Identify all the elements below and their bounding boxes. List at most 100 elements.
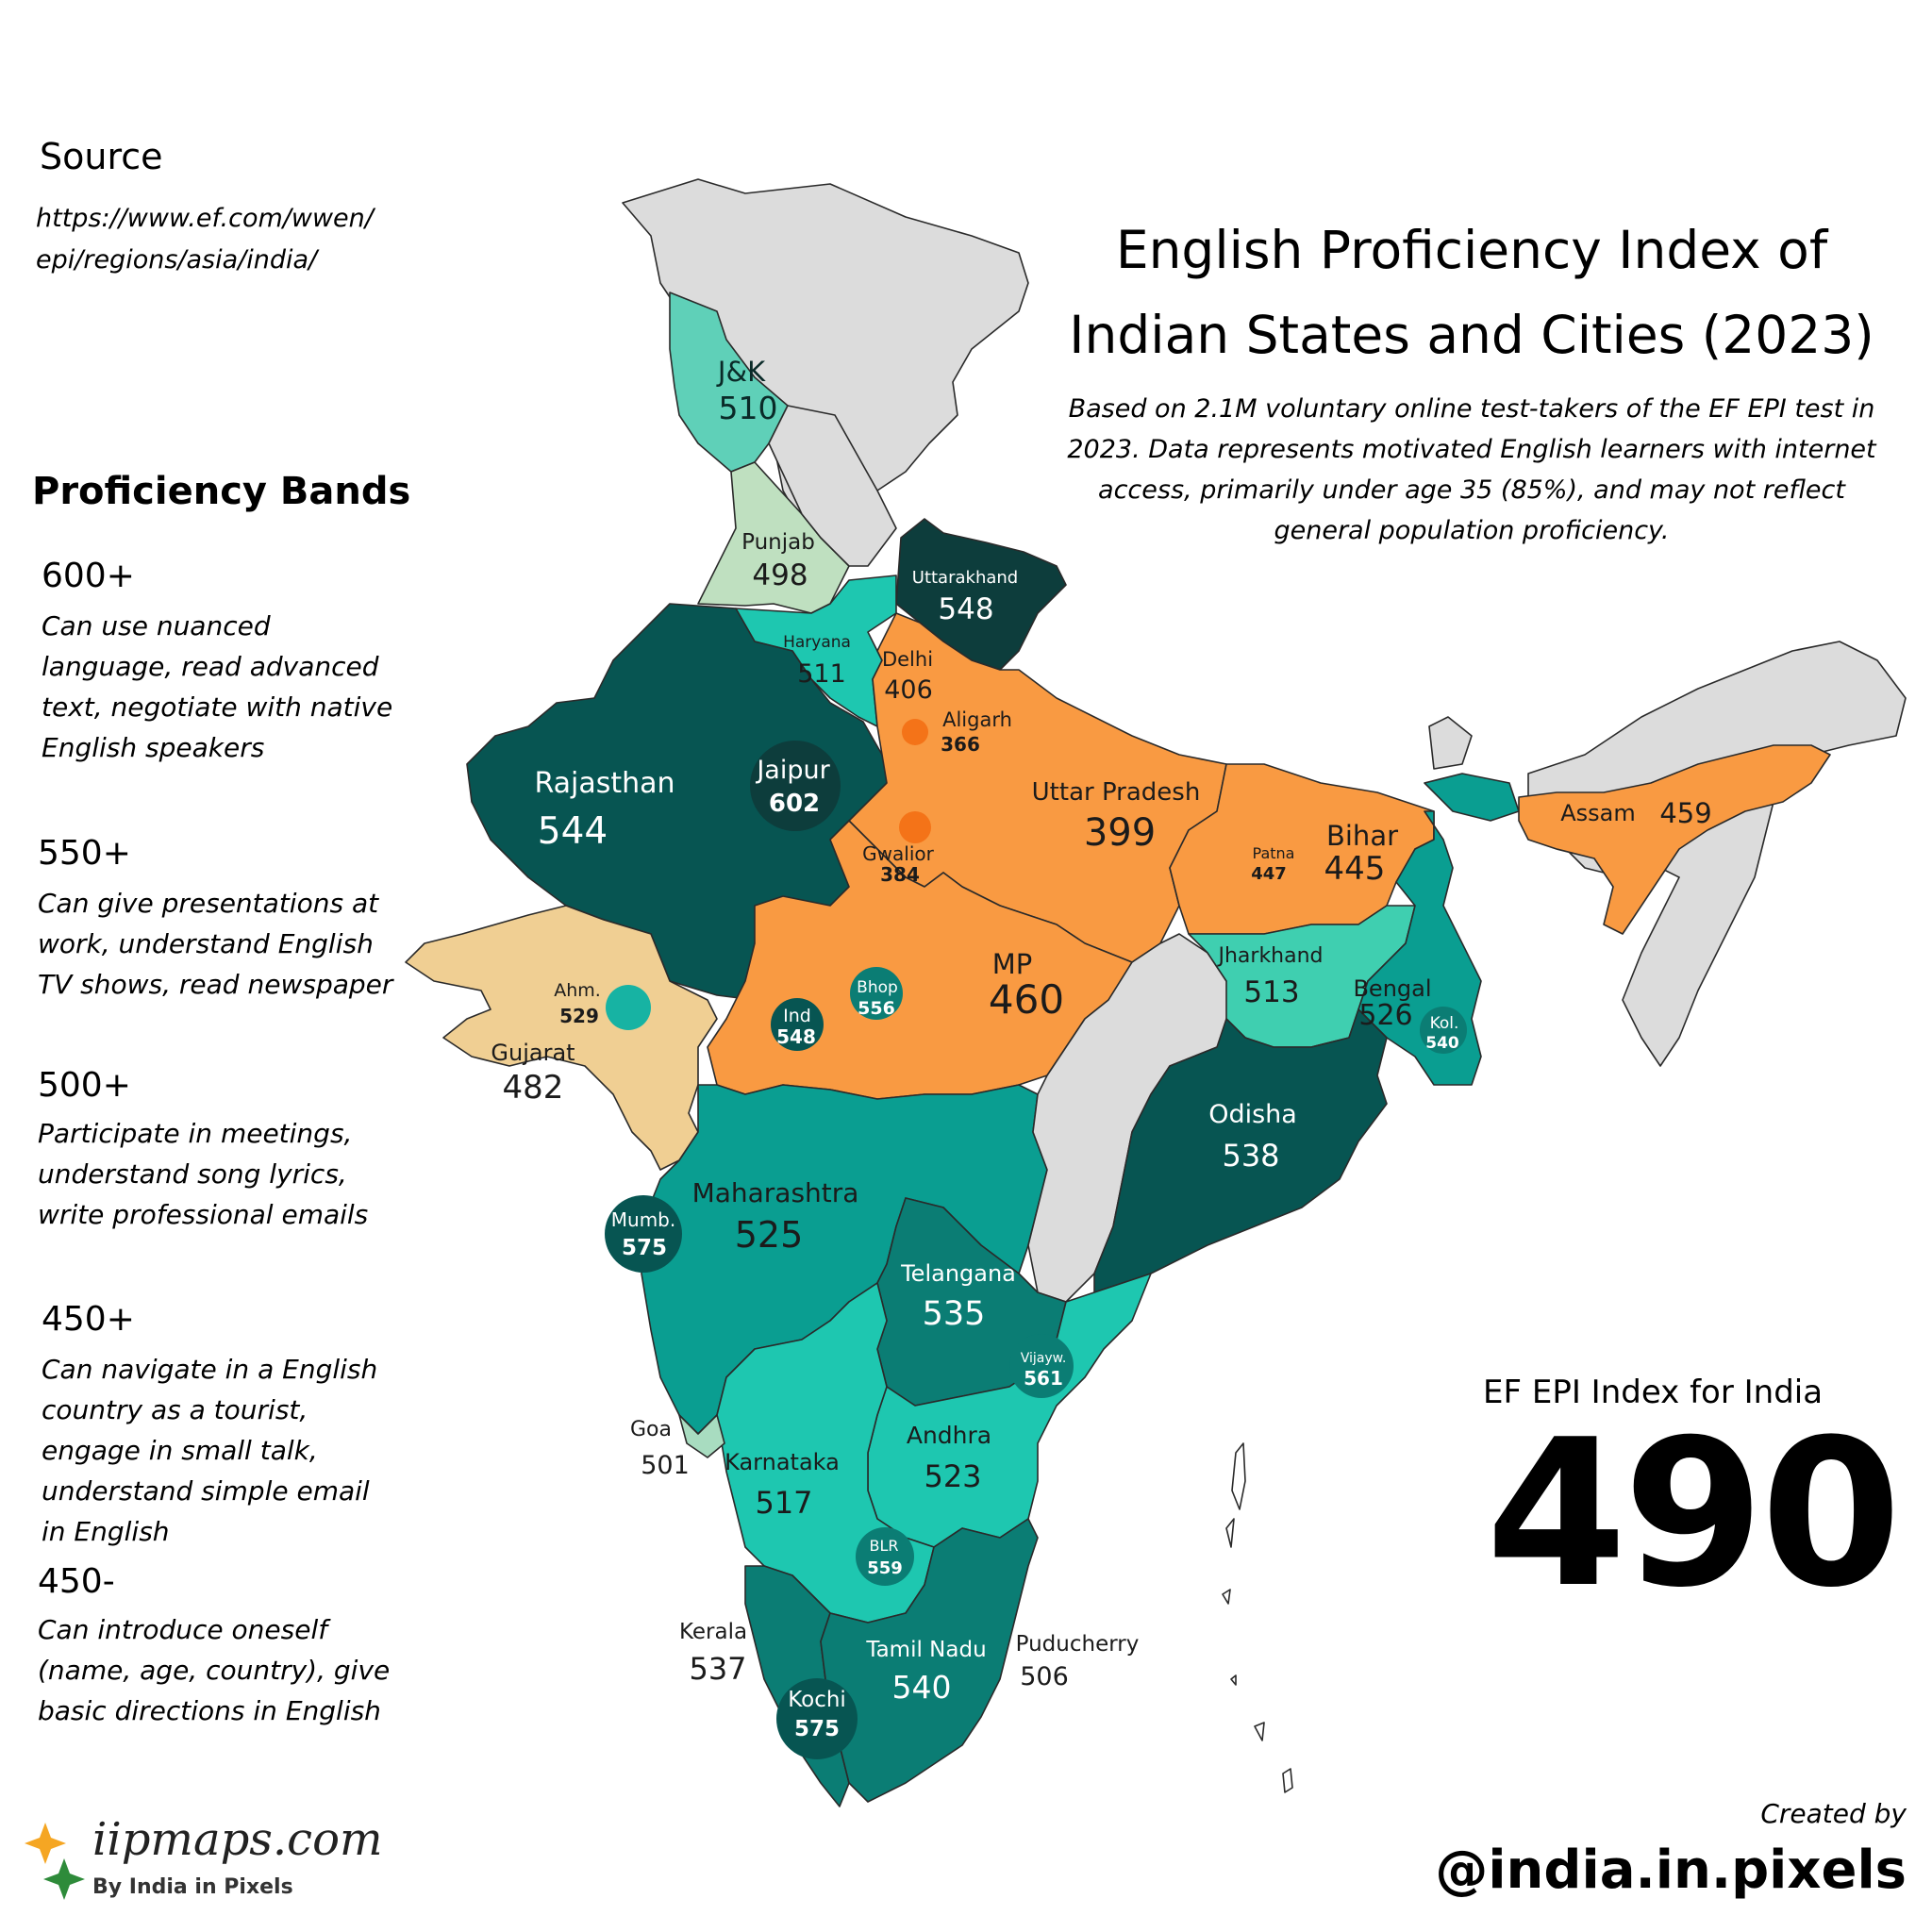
band-below-450-desc: Can introduce oneself (name, age, countr… — [38, 1614, 391, 1726]
score-goa: 501 — [641, 1451, 690, 1480]
score-delhi: 406 — [884, 675, 933, 705]
label-tamil-nadu: Tamil Nadu — [865, 1638, 986, 1662]
indore-marker[interactable] — [771, 998, 824, 1051]
nicobar-islands — [1230, 1674, 1293, 1793]
assam-region[interactable] — [1518, 744, 1831, 935]
score-bangalore: 559 — [867, 1558, 903, 1578]
label-bhopal: Bhop — [857, 978, 898, 997]
score-bihar: 445 — [1324, 850, 1386, 888]
label-assam: Assam — [1560, 800, 1636, 826]
logo-wordmark[interactable]: iipmaps.com — [92, 1813, 383, 1866]
score-aligarh: 366 — [941, 733, 980, 756]
gujarat-region[interactable] — [405, 905, 718, 1171]
india-index-label: EF EPI Index for India — [1483, 1374, 1824, 1411]
label-delhi: Delhi — [882, 648, 933, 671]
label-bihar: Bihar — [1326, 820, 1398, 852]
score-andhra: 523 — [924, 1458, 981, 1494]
band-550-desc: Can give presentations at work, understa… — [38, 888, 393, 1000]
creator-handle[interactable]: @india.in.pixels — [1435, 1840, 1907, 1901]
score-puducherry: 506 — [1020, 1662, 1069, 1691]
bangalore-marker[interactable] — [856, 1527, 914, 1586]
score-kerala: 537 — [689, 1651, 746, 1687]
score-assam: 459 — [1659, 797, 1711, 829]
score-telangana: 535 — [923, 1295, 986, 1333]
himachal-region — [768, 405, 897, 567]
label-maharashtra: Maharashtra — [692, 1177, 859, 1208]
page-title: English Proficiency Index of Indian Stat… — [1069, 220, 1874, 365]
label-karnataka: Karnataka — [724, 1449, 840, 1475]
kolkata-marker[interactable] — [1420, 1007, 1467, 1054]
goa-region[interactable] — [678, 1414, 725, 1458]
label-andhra: Andhra — [907, 1422, 991, 1449]
score-jk: 510 — [719, 390, 778, 426]
score-punjab: 498 — [752, 558, 808, 592]
score-jharkhand: 513 — [1243, 975, 1299, 1009]
score-gwalior: 384 — [880, 863, 920, 886]
score-mumbai: 575 — [622, 1236, 667, 1260]
aligarh-marker[interactable] — [902, 719, 928, 745]
logo-tagline: By India in Pixels — [92, 1875, 293, 1899]
label-puducherry: Puducherry — [1016, 1632, 1140, 1657]
created-by-label: Created by — [1760, 1798, 1907, 1829]
label-patna: Patna — [1253, 844, 1295, 862]
label-mumbai: Mumb. — [611, 1208, 675, 1231]
mumbai-marker[interactable] — [605, 1195, 682, 1273]
label-goa: Goa — [630, 1418, 672, 1441]
score-bengal: 526 — [1358, 999, 1412, 1032]
score-uttarakhand: 548 — [938, 592, 993, 626]
score-vijayawada: 561 — [1024, 1367, 1063, 1390]
score-patna: 447 — [1251, 864, 1287, 884]
score-kolkata: 540 — [1425, 1034, 1459, 1053]
band-500-level: 500+ — [38, 1066, 131, 1105]
label-mp: MP — [992, 948, 1033, 980]
band-600-desc: Can use nuanced language, read advanced … — [42, 610, 393, 763]
score-jaipur: 602 — [769, 790, 820, 818]
label-vijayawada: Vijayw. — [1021, 1351, 1067, 1366]
ahmedabad-marker[interactable] — [606, 985, 651, 1030]
band-450-level: 450+ — [42, 1300, 135, 1339]
source-heading: Source — [40, 136, 163, 177]
score-tamil-nadu: 540 — [892, 1669, 952, 1706]
label-bangalore: BLR — [869, 1537, 898, 1555]
score-rajasthan: 544 — [538, 810, 608, 853]
vijayawada-marker[interactable] — [1009, 1334, 1074, 1398]
label-kochi: Kochi — [788, 1688, 846, 1712]
score-uttar-pradesh: 399 — [1084, 811, 1156, 855]
label-haryana: Haryana — [783, 633, 851, 652]
score-gujarat: 482 — [503, 1069, 564, 1107]
label-rajasthan: Rajasthan — [534, 767, 675, 800]
tamil-nadu-region[interactable] — [820, 1518, 1039, 1803]
score-odisha: 538 — [1222, 1138, 1279, 1174]
sparkle-logo-icon — [25, 1823, 85, 1900]
india-index-value: 490 — [1486, 1395, 1902, 1632]
label-jaipur: Jaipur — [755, 756, 830, 785]
score-kochi: 575 — [794, 1717, 840, 1741]
label-uttarakhand: Uttarakhand — [912, 568, 1018, 588]
label-indore: Ind — [783, 1006, 811, 1026]
score-maharashtra: 525 — [735, 1214, 804, 1256]
bands-heading: Proficiency Bands — [32, 470, 411, 513]
label-bengal: Bengal — [1353, 975, 1431, 1002]
label-jk: J&K — [716, 356, 766, 388]
bhopal-marker[interactable] — [850, 967, 903, 1020]
band-500-desc: Participate in meetings, understand song… — [38, 1118, 369, 1230]
odisha-region[interactable] — [1093, 1008, 1388, 1293]
label-telangana: Telangana — [900, 1260, 1016, 1287]
label-kolkata: Kol. — [1430, 1014, 1459, 1033]
score-ahmedabad: 529 — [559, 1005, 599, 1027]
band-550-level: 550+ — [38, 834, 131, 873]
jaipur-marker[interactable] — [750, 741, 841, 831]
label-gwalior: Gwalior — [862, 842, 934, 865]
source-url[interactable]: https://www.ef.com/wwen/ epi/regions/asi… — [36, 204, 374, 275]
label-gujarat: Gujarat — [491, 1040, 575, 1066]
label-jharkhand: Jharkhand — [1216, 944, 1323, 968]
score-indore: 548 — [776, 1025, 816, 1048]
score-haryana: 511 — [797, 659, 846, 689]
kochi-marker[interactable] — [776, 1678, 858, 1759]
score-karnataka: 517 — [755, 1485, 812, 1521]
page-subtitle: Based on 2.1M voluntary online test-take… — [1067, 394, 1876, 545]
gwalior-marker[interactable] — [899, 811, 931, 843]
band-450-desc: Can navigate in a English country as a t… — [42, 1354, 378, 1547]
label-punjab: Punjab — [741, 530, 815, 555]
